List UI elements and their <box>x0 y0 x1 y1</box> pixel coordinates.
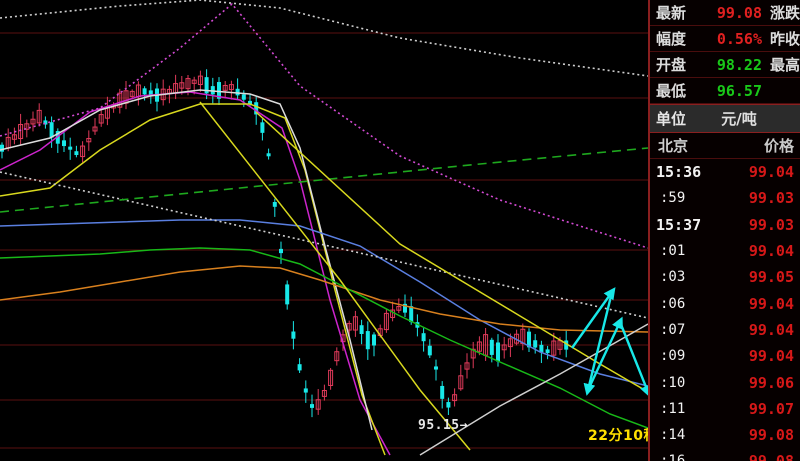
tick-time: :59 <box>660 190 686 207</box>
tick-price: 99.08 <box>748 426 794 445</box>
tick-price: 99.03 <box>748 189 794 208</box>
tick-time: :07 <box>660 321 686 338</box>
quote-label: 幅度 <box>656 30 687 48</box>
quote-row: 开盘 98.22 最高 <box>650 52 800 78</box>
tick-price: 99.04 <box>748 320 794 339</box>
quote-label: 开盘 <box>656 56 687 74</box>
tick-header-price: 价格 <box>763 137 794 155</box>
tick-price: 99.04 <box>748 294 794 313</box>
tick-price: 99.07 <box>748 399 794 418</box>
tick-table-header: 北京 价格 <box>650 133 800 159</box>
tick-row[interactable]: :01 99.04 <box>650 238 800 264</box>
tick-time: :14 <box>660 427 686 444</box>
quote-summary-table: 最新 99.08 涨跌幅度 0.56% 昨收开盘 98.22 最高最低 96.57 <box>650 0 800 104</box>
tick-row[interactable]: :07 99.04 <box>650 317 800 343</box>
quote-value: 98.22 <box>716 55 762 74</box>
tick-row[interactable]: :59 99.03 <box>650 185 800 211</box>
tick-time: :10 <box>660 374 686 391</box>
tick-row[interactable]: :10 99.06 <box>650 369 800 395</box>
forecast-arrows <box>571 287 648 398</box>
chart-canvas <box>0 0 648 456</box>
tick-row[interactable]: 15:37 99.03 <box>650 212 800 238</box>
countdown-timer-label: 22分10秒 <box>588 428 648 444</box>
low-price-annotation: 95.15→ <box>418 418 468 433</box>
tick-row[interactable]: :09 99.04 <box>650 343 800 369</box>
tick-row[interactable]: :06 99.04 <box>650 290 800 316</box>
tick-row[interactable]: :11 99.07 <box>650 396 800 422</box>
tick-row[interactable]: :16 99.08 <box>650 448 800 461</box>
tick-row[interactable]: :14 99.08 <box>650 422 800 448</box>
quote-row: 幅度 0.56% 昨收 <box>650 26 800 52</box>
unit-row: 单位 元/吨 <box>650 104 800 133</box>
tick-time: :16 <box>650 453 722 461</box>
quote-row: 最低 96.57 <box>650 78 800 104</box>
quote-panel[interactable]: 最新 99.08 涨跌幅度 0.56% 昨收开盘 98.22 最高最低 96.57 单位 元/… <box>648 0 800 461</box>
tick-time: :11 <box>660 400 686 417</box>
quote-label-secondary: 最高 <box>770 56 800 74</box>
tick-price: 99.03 <box>748 215 794 234</box>
tick-time: 15:36 <box>656 163 702 182</box>
tick-price: 99.04 <box>748 163 794 182</box>
tick-price: 99.04 <box>748 347 794 366</box>
quote-label: 最新 <box>656 4 687 22</box>
tick-time: :01 <box>660 243 686 260</box>
tick-list[interactable]: 15:36 99.04 :59 99.03 15:37 99.03 :01 99.04 :03 9… <box>650 159 800 461</box>
tick-row[interactable]: :03 99.05 <box>650 264 800 290</box>
quote-value: 0.56% <box>716 29 762 48</box>
unit-value: 元/吨 <box>721 110 757 128</box>
quote-label: 最低 <box>656 82 687 100</box>
quote-value: 96.57 <box>716 81 762 100</box>
tick-time: :03 <box>660 269 686 286</box>
unit-label: 单位 <box>656 110 687 128</box>
tick-time: :06 <box>660 295 686 312</box>
price-chart[interactable]: 95.15→ 22分10秒 <box>0 0 648 461</box>
tick-price: 99.04 <box>748 242 794 261</box>
candlestick-series <box>0 69 569 418</box>
quote-row: 最新 99.08 涨跌 <box>650 0 800 26</box>
quote-label-secondary: 昨收 <box>770 30 800 48</box>
tick-price: 99.05 <box>748 268 794 287</box>
quote-label-secondary: 涨跌 <box>770 4 800 22</box>
tick-price: 99.08 <box>749 452 800 461</box>
chart-gridlines <box>0 32 648 449</box>
tick-row[interactable]: 15:36 99.04 <box>650 159 800 185</box>
moving-average-lines <box>0 0 648 456</box>
quote-value: 99.08 <box>716 3 762 22</box>
tick-header-time: 北京 <box>658 137 689 155</box>
tick-time: 15:37 <box>656 215 702 234</box>
tick-price: 99.06 <box>748 373 794 392</box>
tick-time: :09 <box>660 348 686 365</box>
